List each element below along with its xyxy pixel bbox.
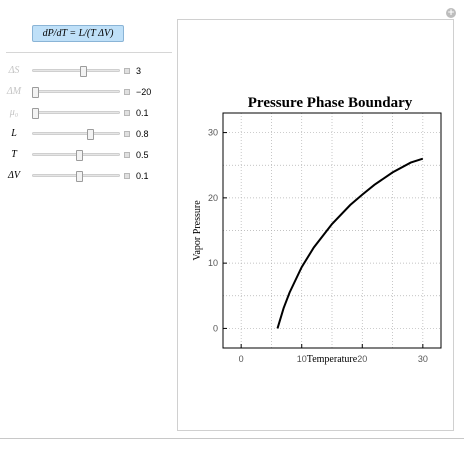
slider-label: ΔM xyxy=(6,86,22,97)
slider-toggle-button[interactable] xyxy=(124,152,130,158)
y-tick-label: 0 xyxy=(213,323,218,333)
plus-icon[interactable]: + xyxy=(446,8,456,18)
slider-label: L xyxy=(11,128,17,139)
slider-track[interactable] xyxy=(32,150,120,161)
slider-row: ΔM −20 xyxy=(0,84,178,100)
slider-thumb[interactable] xyxy=(31,108,39,119)
x-tick-label: 10 xyxy=(297,354,307,364)
x-tick-label: 30 xyxy=(418,354,428,364)
slider-value: 0.5 xyxy=(136,150,149,160)
series-line xyxy=(276,157,424,329)
slider-toggle-button[interactable] xyxy=(124,110,130,116)
axis-ticks: 0 10 20 30 0 10 20 30 xyxy=(208,128,428,364)
y-tick-label: 30 xyxy=(208,128,218,138)
slider-track[interactable] xyxy=(31,108,120,119)
y-tick-label: 10 xyxy=(208,258,218,268)
slider-value: 0.1 xyxy=(136,108,149,118)
slider-row: T 0.5 xyxy=(0,147,178,163)
slider-toggle-button[interactable] xyxy=(124,68,130,74)
slider-track[interactable] xyxy=(32,66,120,77)
slider-thumb[interactable] xyxy=(79,66,87,77)
slider-track[interactable] xyxy=(31,87,120,98)
slider-row: L 0.8 xyxy=(0,126,178,142)
slider-label: ΔV xyxy=(8,170,20,181)
slider-label: ΔS xyxy=(8,65,20,76)
slider-toggle-button[interactable] xyxy=(124,173,130,179)
bottom-divider xyxy=(0,438,464,439)
slider-track[interactable] xyxy=(32,129,120,140)
slider-thumb[interactable] xyxy=(31,87,39,98)
slider-thumb[interactable] xyxy=(86,129,94,140)
plot-frame xyxy=(222,112,442,349)
slider-row: ΔV 0.1 xyxy=(0,168,178,184)
slider-thumb[interactable] xyxy=(76,171,84,182)
slider-label: μ₀ xyxy=(9,107,19,118)
grid-lines xyxy=(223,113,441,348)
slider-toggle-button[interactable] xyxy=(124,131,130,137)
x-tick-label: 20 xyxy=(357,354,367,364)
y-axis-label: Vapor Pressure xyxy=(192,200,203,261)
separator xyxy=(6,52,172,53)
slider-label: T xyxy=(11,149,17,160)
slider-value: 0.8 xyxy=(136,129,149,139)
chart-title: Pressure Phase Boundary xyxy=(248,95,413,111)
slider-track[interactable] xyxy=(32,171,120,182)
x-tick-label: 0 xyxy=(239,354,244,364)
x-axis-label: Temperature xyxy=(307,354,358,365)
slider-value: 0.1 xyxy=(136,171,149,181)
y-tick-label: 20 xyxy=(208,193,218,203)
slider-value: −20 xyxy=(136,87,152,97)
slider-toggle-button[interactable] xyxy=(124,89,130,95)
phase-boundary-chart: 0 10 20 30 0 10 20 30 Pressure Phase Boundary T… xyxy=(192,95,442,365)
slider-value: 3 xyxy=(136,66,142,76)
formula-button[interactable]: dP/dT = L/(T ΔV) xyxy=(32,25,124,42)
plot-panel: 0 10 20 30 0 10 20 30 Pressure Phase Boundary T… xyxy=(177,19,454,431)
slider-row: ΔS 3 xyxy=(0,63,178,79)
slider-thumb[interactable] xyxy=(76,150,84,161)
slider-row: μ₀ 0.1 xyxy=(0,105,178,121)
